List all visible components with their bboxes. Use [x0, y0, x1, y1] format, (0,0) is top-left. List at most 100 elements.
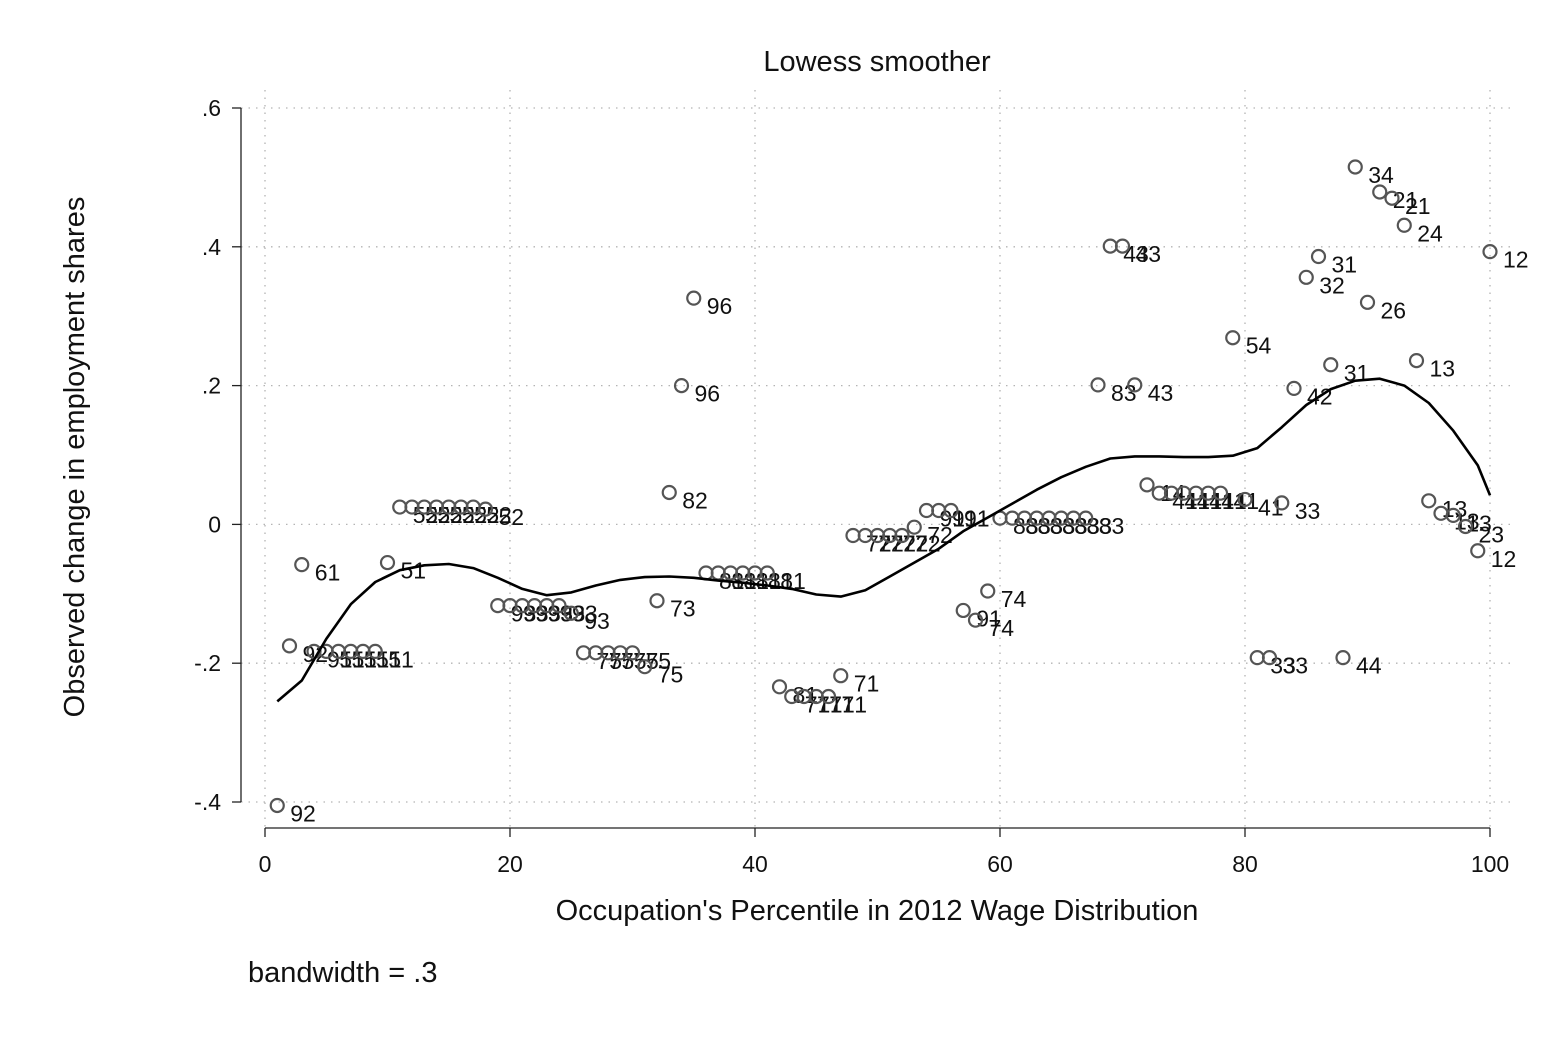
scatter-point [1408, 353, 1425, 369]
x-axis-title: Occupation's Percentile in 2012 Wage Dis… [556, 895, 1199, 927]
scatter-point [1102, 238, 1118, 254]
scatter-point [1127, 377, 1143, 393]
x-tick-label: 40 [742, 851, 768, 877]
scatter-point [673, 378, 690, 394]
scatter-point [294, 557, 310, 573]
scatter-point [1384, 190, 1400, 206]
scatter-point [1359, 294, 1376, 310]
scatter-point [1237, 491, 1253, 508]
scatter-point [771, 679, 788, 695]
grid-layer [241, 90, 1510, 828]
point-label: 74 [1001, 586, 1027, 612]
point-label: 71 [842, 692, 868, 718]
point-label: 72 [915, 531, 941, 557]
point-label: 82 [682, 487, 708, 513]
y-tick-label: -.4 [194, 789, 221, 815]
scatter-point [1372, 184, 1388, 200]
point-label: 51 [376, 646, 402, 672]
y-axis-title: Observed change in employment shares [59, 197, 91, 718]
point-label: 24 [1417, 220, 1443, 246]
point-label: 43 [1123, 241, 1149, 267]
point-label: 43 [1148, 380, 1174, 406]
scatter-point [269, 797, 285, 814]
point-label: 33 [1270, 653, 1296, 679]
scatter-point [1274, 495, 1290, 511]
point-label: 21 [1405, 193, 1431, 219]
scatter-point [490, 597, 506, 614]
x-tick-label: 60 [987, 851, 1013, 877]
point-label: 93 [572, 601, 598, 627]
x-tick-label: 100 [1471, 851, 1509, 877]
scatter-point [477, 501, 494, 517]
scatter-point [1261, 650, 1278, 666]
point-label: 96 [695, 381, 721, 407]
point-label: 31 [1332, 252, 1358, 278]
point-label: 75 [658, 662, 684, 688]
scatter-point [637, 659, 653, 675]
scatter-point [943, 502, 959, 519]
point-label: 83 [1087, 513, 1113, 539]
point-label: 51 [388, 646, 414, 672]
scatter-point [1139, 477, 1155, 493]
point-label: 83 [1111, 380, 1137, 406]
scatter-point [1078, 510, 1094, 526]
point-label: 23 [1479, 521, 1505, 547]
y-tick-label: .4 [202, 234, 221, 260]
scatter-point [1286, 380, 1302, 396]
scatter-point [1090, 377, 1106, 393]
scatter-point [967, 612, 984, 628]
chart-title: Lowess smoother [763, 46, 991, 78]
scatter-point [833, 668, 849, 684]
scatter-point [1396, 217, 1412, 233]
point-label: 92 [290, 800, 316, 826]
point-label: 32 [1319, 272, 1345, 298]
point-label: 71 [829, 692, 855, 718]
scatter-point [551, 597, 567, 614]
scatter-point [575, 645, 592, 661]
point-label: 71 [854, 671, 880, 697]
scatter-point [955, 602, 971, 619]
y-tick-label: .6 [202, 95, 221, 121]
scatter-point [1457, 518, 1474, 535]
scatter-point [820, 688, 837, 705]
point-label: 83 [1099, 513, 1125, 539]
scatter-point [1249, 650, 1265, 666]
scatter-point [1482, 244, 1498, 260]
point-label: 72 [927, 522, 953, 548]
scatter-point [894, 527, 910, 544]
axis-layer: -.4 -.2 0 .2 .4 .6 0 20 40 60 80 100 [194, 95, 1509, 877]
scatter-point [649, 593, 665, 609]
y-tick-label: .2 [202, 373, 221, 399]
scatter-point [1335, 650, 1351, 666]
scatter-point [1310, 248, 1327, 265]
point-label: 54 [1246, 333, 1272, 359]
scatter-point [563, 605, 579, 621]
point-label: 26 [1381, 297, 1407, 323]
point-label: 74 [989, 615, 1015, 641]
point-label: 12 [1491, 546, 1517, 572]
point-label: 93 [584, 608, 610, 634]
point-label: 13 [1430, 356, 1456, 382]
point-label: 61 [315, 560, 341, 586]
y-tick-label: -.2 [194, 650, 221, 676]
scatter-point [759, 565, 775, 581]
point-label: 73 [670, 596, 696, 622]
x-tick-label: 20 [497, 851, 523, 877]
scatter-point [624, 645, 641, 661]
scatter-point [367, 643, 383, 660]
line-layer [276, 377, 1492, 703]
scatter-point [379, 554, 396, 571]
point-label: 33 [1283, 653, 1309, 679]
scatter-point [281, 638, 298, 654]
point-label: 91 [976, 605, 1002, 631]
point-label: 21 [1393, 187, 1419, 213]
scatter-point [392, 499, 408, 515]
point-label: 41 [1258, 494, 1284, 520]
point-label: 34 [1368, 162, 1394, 188]
point-label: 52 [499, 504, 525, 530]
scatter-point [1212, 485, 1229, 501]
lowess-line [276, 377, 1492, 703]
scatter-point [906, 519, 922, 535]
point-label: 33 [1295, 498, 1321, 524]
